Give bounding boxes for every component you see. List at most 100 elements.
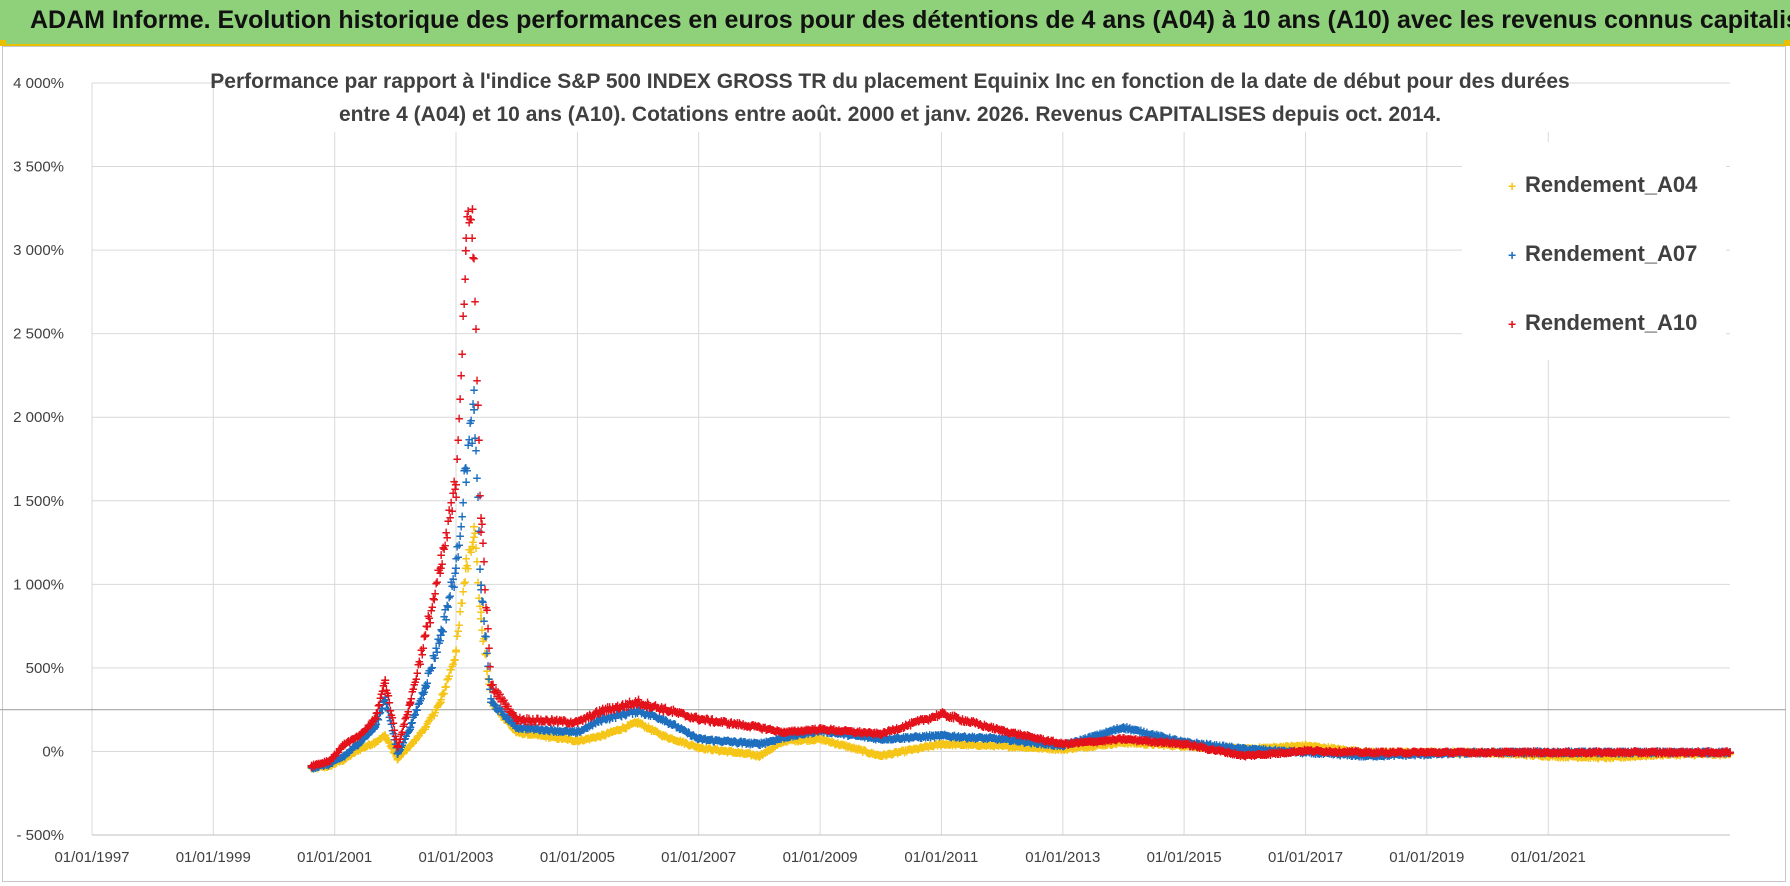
data-point: +: [870, 748, 880, 762]
data-point: +: [762, 745, 772, 759]
data-point: +: [394, 750, 404, 764]
data-point: +: [961, 739, 971, 753]
data-point: +: [374, 732, 384, 746]
data-point: +: [1539, 750, 1549, 764]
data-point: +: [453, 624, 463, 638]
data-point: +: [1433, 746, 1443, 760]
data-point: +: [524, 727, 534, 741]
data-point: +: [1179, 739, 1190, 754]
data-point: +: [987, 739, 997, 753]
data-point: +: [1444, 746, 1454, 760]
data-point: +: [1020, 741, 1030, 755]
data-point: +: [580, 733, 590, 747]
data-point: +: [1725, 746, 1735, 760]
data-point: +: [545, 730, 555, 744]
data-point: +: [1253, 743, 1263, 757]
data-point: +: [562, 732, 572, 746]
data-point: +: [937, 738, 947, 752]
data-point: +: [1408, 745, 1418, 759]
data-point: +: [435, 695, 446, 710]
data-point: +: [1534, 749, 1544, 763]
data-point: +: [393, 751, 403, 765]
data-point: +: [1241, 742, 1251, 756]
data-point: +: [606, 724, 616, 738]
y-tick-label: 3 500%: [13, 159, 64, 176]
data-point: +: [380, 730, 390, 744]
data-point: +: [612, 723, 622, 737]
data-point: +: [1315, 741, 1325, 755]
data-point: +: [1116, 735, 1126, 749]
data-point: +: [1473, 746, 1483, 760]
data-point: +: [826, 736, 836, 750]
data-point: +: [996, 738, 1006, 752]
data-point: +: [451, 643, 461, 657]
data-point: +: [941, 738, 951, 752]
data-point: +: [795, 733, 805, 747]
data-point: +: [938, 737, 948, 751]
data-point: +: [593, 730, 603, 744]
data-point: +: [759, 745, 769, 759]
data-point: +: [318, 760, 328, 774]
data-point: +: [416, 726, 426, 740]
data-point: +: [421, 720, 431, 734]
data-point: +: [1441, 744, 1451, 758]
data-point: +: [1212, 741, 1222, 755]
data-point: +: [1147, 737, 1157, 751]
data-point: +: [564, 732, 574, 746]
data-point: +: [729, 746, 739, 760]
data-point: +: [1275, 739, 1285, 753]
data-point: +: [917, 741, 927, 755]
data-point: +: [647, 722, 657, 736]
data-point: +: [1140, 737, 1150, 751]
data-point: +: [1359, 745, 1369, 759]
data-point: +: [676, 736, 686, 750]
data-point: +: [693, 740, 704, 755]
data-point: +: [1484, 747, 1494, 761]
data-point: +: [641, 721, 651, 735]
data-point: +: [1196, 741, 1206, 755]
data-point: +: [316, 759, 326, 773]
data-point: +: [1072, 740, 1082, 754]
data-point: +: [1357, 746, 1367, 760]
data-point: +: [611, 724, 621, 738]
data-point: +: [733, 745, 743, 759]
data-point: +: [435, 696, 445, 710]
data-point: +: [494, 704, 504, 718]
data-point: +: [466, 213, 476, 227]
data-point: +: [812, 731, 822, 745]
data-point: +: [359, 741, 369, 755]
data-point: +: [1363, 745, 1373, 759]
data-point: +: [460, 272, 470, 286]
data-point: +: [543, 729, 553, 743]
data-point: +: [1285, 740, 1295, 754]
data-point: +: [943, 737, 953, 751]
data-point: +: [734, 746, 744, 760]
data-point: +: [950, 738, 960, 752]
data-point: +: [925, 738, 935, 752]
data-point: +: [1454, 747, 1464, 761]
data-point: +: [1360, 744, 1370, 758]
x-tick-label: 01/01/2015: [1147, 849, 1222, 866]
data-point: +: [674, 735, 684, 749]
data-point: +: [1521, 748, 1531, 762]
data-point: +: [447, 504, 457, 518]
data-point: +: [677, 735, 687, 749]
data-point: +: [1157, 737, 1167, 751]
data-point: +: [817, 734, 827, 748]
data-point: +: [1468, 746, 1478, 760]
data-point: +: [699, 742, 709, 756]
data-point: +: [478, 536, 488, 550]
data-point: +: [1290, 740, 1300, 754]
data-point: +: [1124, 735, 1134, 749]
data-point: +: [436, 693, 446, 707]
data-point: +: [1074, 740, 1084, 754]
data-point: +: [970, 737, 980, 751]
data-point: +: [781, 734, 791, 748]
data-point: +: [1725, 747, 1736, 762]
data-point: +: [1416, 745, 1426, 759]
data-point: +: [332, 756, 342, 770]
data-point: +: [1664, 747, 1675, 762]
data-point: +: [561, 732, 571, 746]
data-point: +: [1366, 745, 1376, 759]
data-point: +: [1197, 741, 1207, 755]
